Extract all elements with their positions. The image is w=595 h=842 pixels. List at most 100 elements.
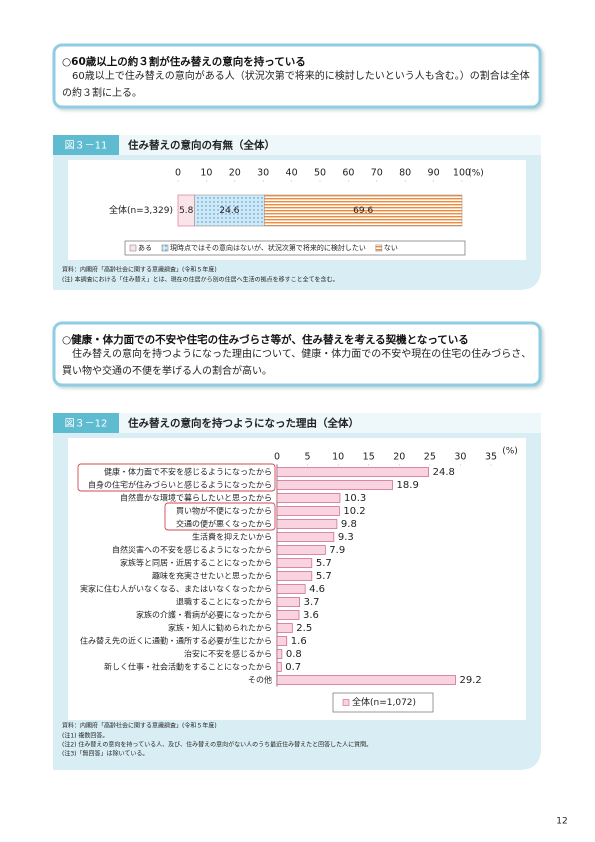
bar	[276, 584, 306, 594]
legend-box	[124, 240, 466, 256]
value-label: 3.7	[304, 597, 320, 608]
figure-label-bg	[53, 135, 119, 155]
bar	[276, 545, 326, 555]
legend-label: 全体(n=1,072)	[352, 696, 416, 708]
bar	[276, 649, 283, 659]
x-tick-label: 100	[453, 168, 471, 179]
x-tick-label: 5	[305, 452, 311, 463]
value-label: 69.6	[353, 206, 373, 216]
legend-label: 現時点ではその意向はないが、状況次第で将来的に検討したい	[170, 243, 366, 252]
note: (注) 本調査における「住み替え」とは、現在の住居から別の住居へ生活の拠点を移す…	[62, 276, 338, 284]
figure-title: 住み替えの意向の有無（全体）	[128, 139, 275, 152]
x-tick-label: 35	[485, 452, 497, 463]
note: (注2) 住み替えの意向を持っている人、及び、住み替えの意向がない人のうち最近住…	[62, 741, 372, 749]
value-label: 0.8	[286, 649, 302, 660]
value-label: 24.8	[433, 467, 455, 478]
category-label: 家族・知人に勧められたから	[168, 623, 272, 633]
x-tick-label: 60	[342, 168, 354, 179]
figure-label: 図３－12	[65, 418, 108, 430]
value-label: 5.7	[316, 558, 332, 569]
x-tick-label: 80	[399, 168, 411, 179]
legend-swatch	[129, 244, 137, 252]
category-label: 自然災害への不安を感じるようになったから	[112, 545, 272, 555]
box-text: 60歳以上で住み替えの意向がある人（状況次第で将来的に検討したいという人も含む。…	[62, 71, 530, 99]
category-label: 交通の便が悪くなったから	[176, 519, 272, 529]
bar	[276, 662, 282, 672]
figure-header	[53, 135, 541, 155]
value-label: 9.3	[338, 532, 354, 543]
category-label: 家族等と同居・近居することになったから	[120, 558, 272, 568]
note: (注3)「無回答」は除いている。	[62, 750, 148, 758]
category-label: 全体(n=3,329)	[109, 204, 173, 216]
bar	[276, 675, 456, 685]
x-tick-label: 0	[274, 452, 280, 463]
category-label: 趣味を充実させたいと思ったから	[152, 571, 272, 581]
legend-label: ある	[138, 244, 152, 252]
category-label: 実家に住む人がいなくなる、またはいなくなったから	[80, 584, 272, 594]
x-tick-label: 20	[229, 168, 241, 179]
x-tick-label: 70	[371, 168, 383, 179]
category-label: 住み替え先の近くに通勤・通所する必要が生じたから	[80, 636, 272, 646]
x-tick-label: 25	[424, 452, 436, 463]
legend-swatch	[161, 244, 169, 252]
value-label: 1.6	[291, 636, 307, 647]
value-label: 9.8	[341, 519, 357, 530]
bar	[276, 571, 313, 581]
value-label: 5.8	[179, 206, 194, 216]
value-label: 10.2	[343, 506, 365, 517]
legend-label: ない	[384, 244, 398, 252]
x-tick-label: 20	[393, 452, 405, 463]
box-title: ○健康・体力面での不安や住宅の住みづらさ等が、住み替えを考える契機となっている	[62, 334, 469, 346]
value-label: 4.6	[309, 584, 325, 595]
highlight-box	[77, 463, 276, 492]
legend-swatch	[342, 699, 350, 706]
unit-label: (%)	[502, 447, 518, 457]
bar	[276, 532, 335, 542]
category-label: 新しく仕事・社会活動をすることになったから	[104, 662, 272, 672]
bar-segment	[264, 194, 463, 227]
figure-header	[53, 413, 541, 433]
x-tick-label: 10	[200, 168, 212, 179]
bar	[276, 506, 340, 516]
source: 資料：内閣府「高齢社会に関する意識調査」(令和５年度)	[62, 266, 217, 274]
value-label: 0.7	[285, 662, 301, 673]
bar	[276, 636, 288, 646]
bar	[276, 519, 338, 529]
value-label: 18.9	[397, 480, 419, 491]
unit-label: (%)	[468, 169, 484, 179]
x-tick-label: 0	[175, 168, 181, 179]
category-label: 健康・体力面で不安を感じるようになったから	[104, 467, 272, 477]
value-label: 10.3	[344, 493, 366, 504]
source: 資料：内閣府「高齢社会に関する意識調査」(令和５年度)	[62, 722, 217, 730]
figure-label: 図３－11	[65, 140, 108, 152]
x-tick-label: 30	[454, 452, 466, 463]
x-tick-label: 90	[428, 168, 440, 179]
category-label: 自身の住宅が住みづらいと感じるようになったから	[88, 480, 272, 490]
category-label: 生活費を抑えたいから	[192, 532, 272, 542]
category-label: 自然豊かな環境で暮らしたいと思ったから	[120, 493, 272, 503]
figure-label-bg	[53, 413, 119, 433]
bar	[276, 623, 293, 633]
summary-box	[52, 43, 542, 109]
figure-title: 住み替えの意向を持つようになった理由（全体）	[128, 417, 359, 430]
value-label: 3.6	[303, 610, 319, 621]
x-tick-label: 30	[257, 168, 269, 179]
bar	[276, 558, 313, 568]
bar	[276, 597, 300, 607]
category-label: 退職することになったから	[176, 598, 272, 607]
box-title: ○60歳以上の約３割が住み替えの意向を持っている	[62, 56, 306, 68]
bar	[276, 467, 429, 477]
x-tick-label: 40	[286, 168, 298, 179]
category-label: 買い物が不便になったから	[176, 506, 272, 516]
note: (注1) 複数回答。	[62, 732, 108, 740]
category-label: その他	[248, 675, 272, 685]
highlight-box	[164, 502, 276, 531]
box-text: 住み替えの意向を持つようになった理由について、健康・体力面での不安や現在の住宅の…	[62, 349, 532, 377]
category-label: 治安に不安を感じるから	[184, 649, 272, 659]
bar	[276, 610, 300, 620]
summary-box	[52, 321, 542, 387]
value-label: 24.6	[219, 206, 239, 216]
x-tick-label: 10	[332, 452, 344, 463]
